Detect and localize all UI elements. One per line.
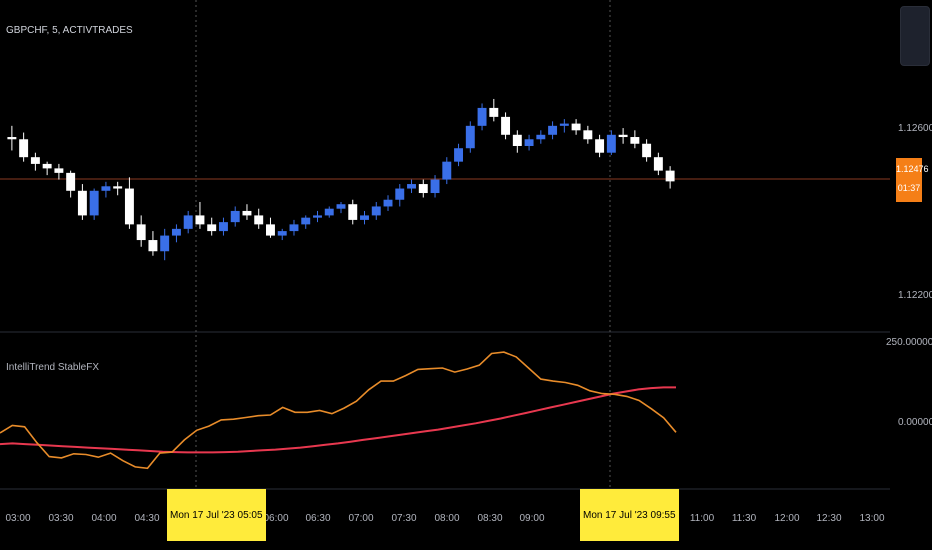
candle-body bbox=[430, 179, 440, 194]
time-tick: 07:00 bbox=[348, 513, 374, 524]
candle-body bbox=[360, 215, 369, 220]
candle-body bbox=[630, 137, 640, 144]
candle-body bbox=[571, 123, 581, 131]
candle-body bbox=[665, 170, 675, 182]
time-tick: 06:30 bbox=[305, 513, 331, 524]
candle-body bbox=[289, 224, 299, 232]
time-tick: 13:00 bbox=[859, 513, 885, 524]
candle-body bbox=[171, 228, 181, 236]
candle-body bbox=[583, 130, 593, 140]
time-tick: 08:00 bbox=[434, 513, 460, 524]
indicator-tick-high: 250.00000 bbox=[886, 337, 932, 348]
candle-body bbox=[230, 210, 240, 223]
signal-line bbox=[0, 386, 676, 454]
indicator-title[interactable]: IntelliTrend StableFX bbox=[6, 362, 100, 373]
candle-body bbox=[218, 222, 228, 232]
time-tick: 12:30 bbox=[816, 513, 842, 524]
indicator-line bbox=[0, 351, 677, 470]
candle-body bbox=[618, 134, 628, 138]
candle-body bbox=[195, 215, 205, 225]
candle-body bbox=[383, 199, 393, 207]
candle-body bbox=[642, 143, 652, 158]
candle-body bbox=[442, 161, 452, 180]
candle-body bbox=[148, 240, 158, 252]
time-tick: 08:30 bbox=[477, 513, 503, 524]
candle-body bbox=[277, 231, 287, 236]
time-tick: 03:30 bbox=[48, 513, 74, 524]
time-tick: 11:00 bbox=[689, 513, 715, 524]
candle-body bbox=[254, 215, 264, 225]
candle-body bbox=[336, 204, 346, 209]
crosshair-time-left: Mon 17 Jul '23 05:05 bbox=[167, 489, 266, 541]
time-tick: 04:30 bbox=[134, 513, 160, 524]
candle-body bbox=[266, 224, 275, 236]
candle-body bbox=[348, 204, 358, 220]
candle-body bbox=[30, 157, 40, 164]
indicator-tick-zero: 0.00000 bbox=[898, 417, 932, 428]
candle-body bbox=[101, 186, 111, 191]
candle-body bbox=[489, 107, 499, 117]
candle-body bbox=[160, 235, 170, 252]
time-tick: 09:00 bbox=[519, 513, 545, 524]
last-price-badge: 1.12476 01:37 bbox=[896, 158, 929, 202]
candle-body bbox=[77, 190, 87, 216]
candle-body bbox=[559, 123, 569, 126]
candle-body bbox=[7, 137, 17, 140]
bar-countdown: 01:37 bbox=[897, 183, 921, 193]
candle-body bbox=[512, 134, 522, 146]
candle-body bbox=[606, 134, 616, 153]
candle-body bbox=[89, 190, 99, 216]
candle-body bbox=[313, 215, 322, 218]
time-tick: 06:00 bbox=[263, 513, 289, 524]
candle-body bbox=[113, 186, 123, 189]
time-tick: 07:30 bbox=[391, 513, 417, 524]
candle-body bbox=[301, 217, 311, 225]
candle-body bbox=[42, 163, 52, 169]
last-price-value: 1.12476 bbox=[896, 164, 929, 174]
candle-body bbox=[595, 139, 605, 153]
price-tick-high: 1.12600 bbox=[898, 123, 932, 134]
candle-body bbox=[548, 125, 558, 135]
candle-body bbox=[66, 172, 76, 191]
candle-body bbox=[501, 116, 511, 135]
candle-body bbox=[395, 188, 405, 200]
candle-body bbox=[324, 208, 334, 216]
candle-body bbox=[454, 148, 464, 162]
candle-body bbox=[207, 224, 217, 232]
chart-settings-button[interactable] bbox=[900, 6, 930, 66]
candle-body bbox=[524, 139, 534, 146]
candle-body bbox=[653, 157, 663, 171]
candle-body bbox=[477, 107, 487, 126]
price-tick-low: 1.12200 bbox=[898, 290, 932, 301]
candle-body bbox=[536, 134, 546, 140]
candle-body bbox=[407, 184, 416, 189]
candle-body bbox=[54, 168, 64, 173]
candle-body bbox=[183, 215, 193, 229]
crosshair-time-right: Mon 17 Jul '23 09:55 bbox=[580, 489, 679, 541]
candle-body bbox=[418, 184, 428, 194]
time-tick: 11:30 bbox=[731, 513, 757, 524]
candle-body bbox=[371, 206, 381, 216]
candle-body bbox=[136, 224, 146, 241]
candle-body bbox=[465, 125, 475, 149]
time-tick: 03:00 bbox=[5, 513, 31, 524]
candle-body bbox=[124, 188, 134, 225]
symbol-title[interactable]: GBPCHF, 5, ACTIVTRADES bbox=[6, 25, 133, 36]
candle-body bbox=[242, 210, 252, 216]
candle-body bbox=[19, 139, 29, 158]
candles-group bbox=[7, 98, 675, 261]
time-tick: 12:00 bbox=[774, 513, 800, 524]
time-tick: 04:00 bbox=[91, 513, 117, 524]
